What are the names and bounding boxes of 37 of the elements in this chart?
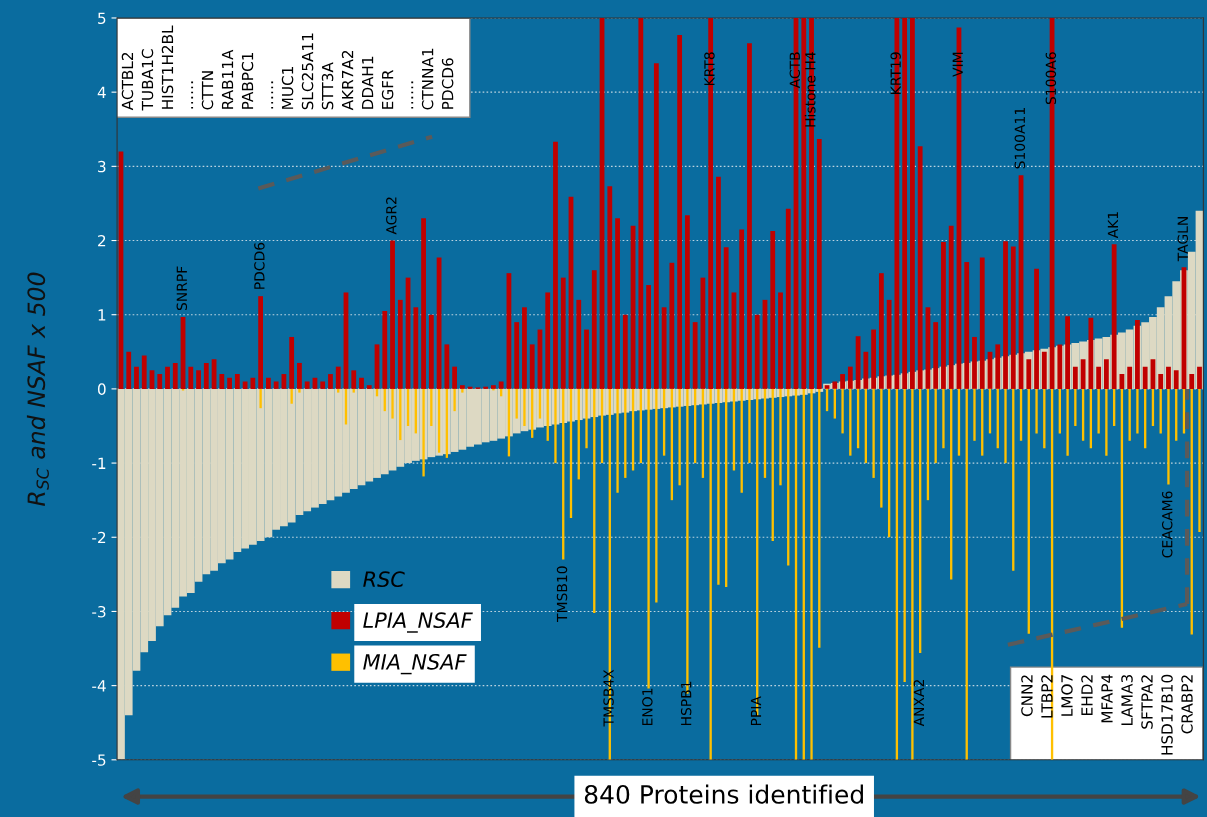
- x-tick-label: TAGLN: [1177, 217, 1189, 262]
- legend-label: MIA_NSAF: [363, 653, 467, 675]
- y-tick-label: 4: [97, 86, 106, 98]
- x-tick-label: AGR2: [386, 197, 397, 235]
- y-axis-title: R$_{SC}$ and NSAF x 500: [26, 272, 49, 506]
- x-tick-label: TMSB4X: [603, 669, 614, 727]
- y-tick-label: -4: [92, 680, 106, 692]
- y-tick-label: 0: [97, 383, 106, 395]
- text: 840 Proteins identified: [584, 784, 863, 804]
- x-tick-label: AK1: [1107, 212, 1118, 239]
- x-tick-label: ACTB: [789, 52, 801, 89]
- y-tick-label: -5: [92, 754, 106, 766]
- y-tick-label: -3: [92, 605, 106, 618]
- legend-label: RSC: [363, 571, 405, 588]
- x-tick-label: Histone H4: [804, 52, 816, 127]
- text: ACTBL2 TUBA1C HIST1H2BL …… CTTN RAB11A PABPC1 …… MUC1 SLC25A11 STT3A AKR7A2 DDAH1 EGFR …… CTNNA1 PDCD6: [121, 25, 454, 111]
- y-tick-label: 1: [98, 309, 106, 321]
- legend-label: LPIA_NSAF: [363, 612, 473, 633]
- y-tick-label: 5: [98, 12, 106, 24]
- x-tick-label: ANXA2: [913, 680, 924, 727]
- x-tick-label: KRT19: [890, 52, 901, 94]
- x-tick-label: PPIA: [750, 696, 762, 726]
- x-tick-label: S100A11: [1014, 108, 1026, 169]
- x-tick-label: HSPB1: [680, 681, 692, 726]
- y-tick-label: 2: [98, 234, 106, 247]
- x-tick-label: KRT8: [704, 52, 715, 86]
- x-tick-label: S100A6: [1045, 52, 1057, 105]
- x-tick-label: PDCD6: [254, 242, 265, 289]
- x-tick-label: SNRPF: [176, 266, 188, 311]
- y-tick-label: -2: [92, 531, 106, 544]
- x-tick-label: VIM: [952, 52, 963, 77]
- y-tick-label: -1: [92, 457, 106, 469]
- x-tick-label: TMSB10: [556, 566, 568, 622]
- x-tick-label: CEACAM6: [1161, 491, 1173, 558]
- y-tick-label: 3: [98, 160, 106, 173]
- text: CNN2 LTBP2 LMO7 EHD2 MFAP4 LAMA3 SFTPA2 HSD17B10 CRABP2: [1021, 674, 1193, 755]
- x-tick-label: ENO1: [642, 688, 653, 726]
